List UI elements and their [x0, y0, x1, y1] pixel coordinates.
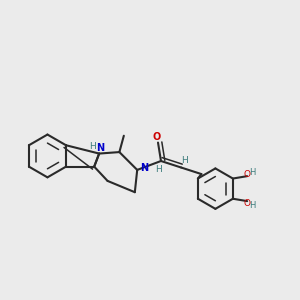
Text: N: N — [97, 143, 105, 153]
Text: O: O — [244, 170, 250, 179]
Text: O: O — [152, 132, 161, 142]
Text: N: N — [140, 164, 148, 173]
Text: H: H — [89, 142, 96, 151]
Text: H: H — [182, 157, 188, 166]
Text: H: H — [250, 201, 256, 210]
Text: H: H — [155, 165, 162, 174]
Text: O: O — [244, 199, 250, 208]
Text: H: H — [250, 168, 256, 177]
